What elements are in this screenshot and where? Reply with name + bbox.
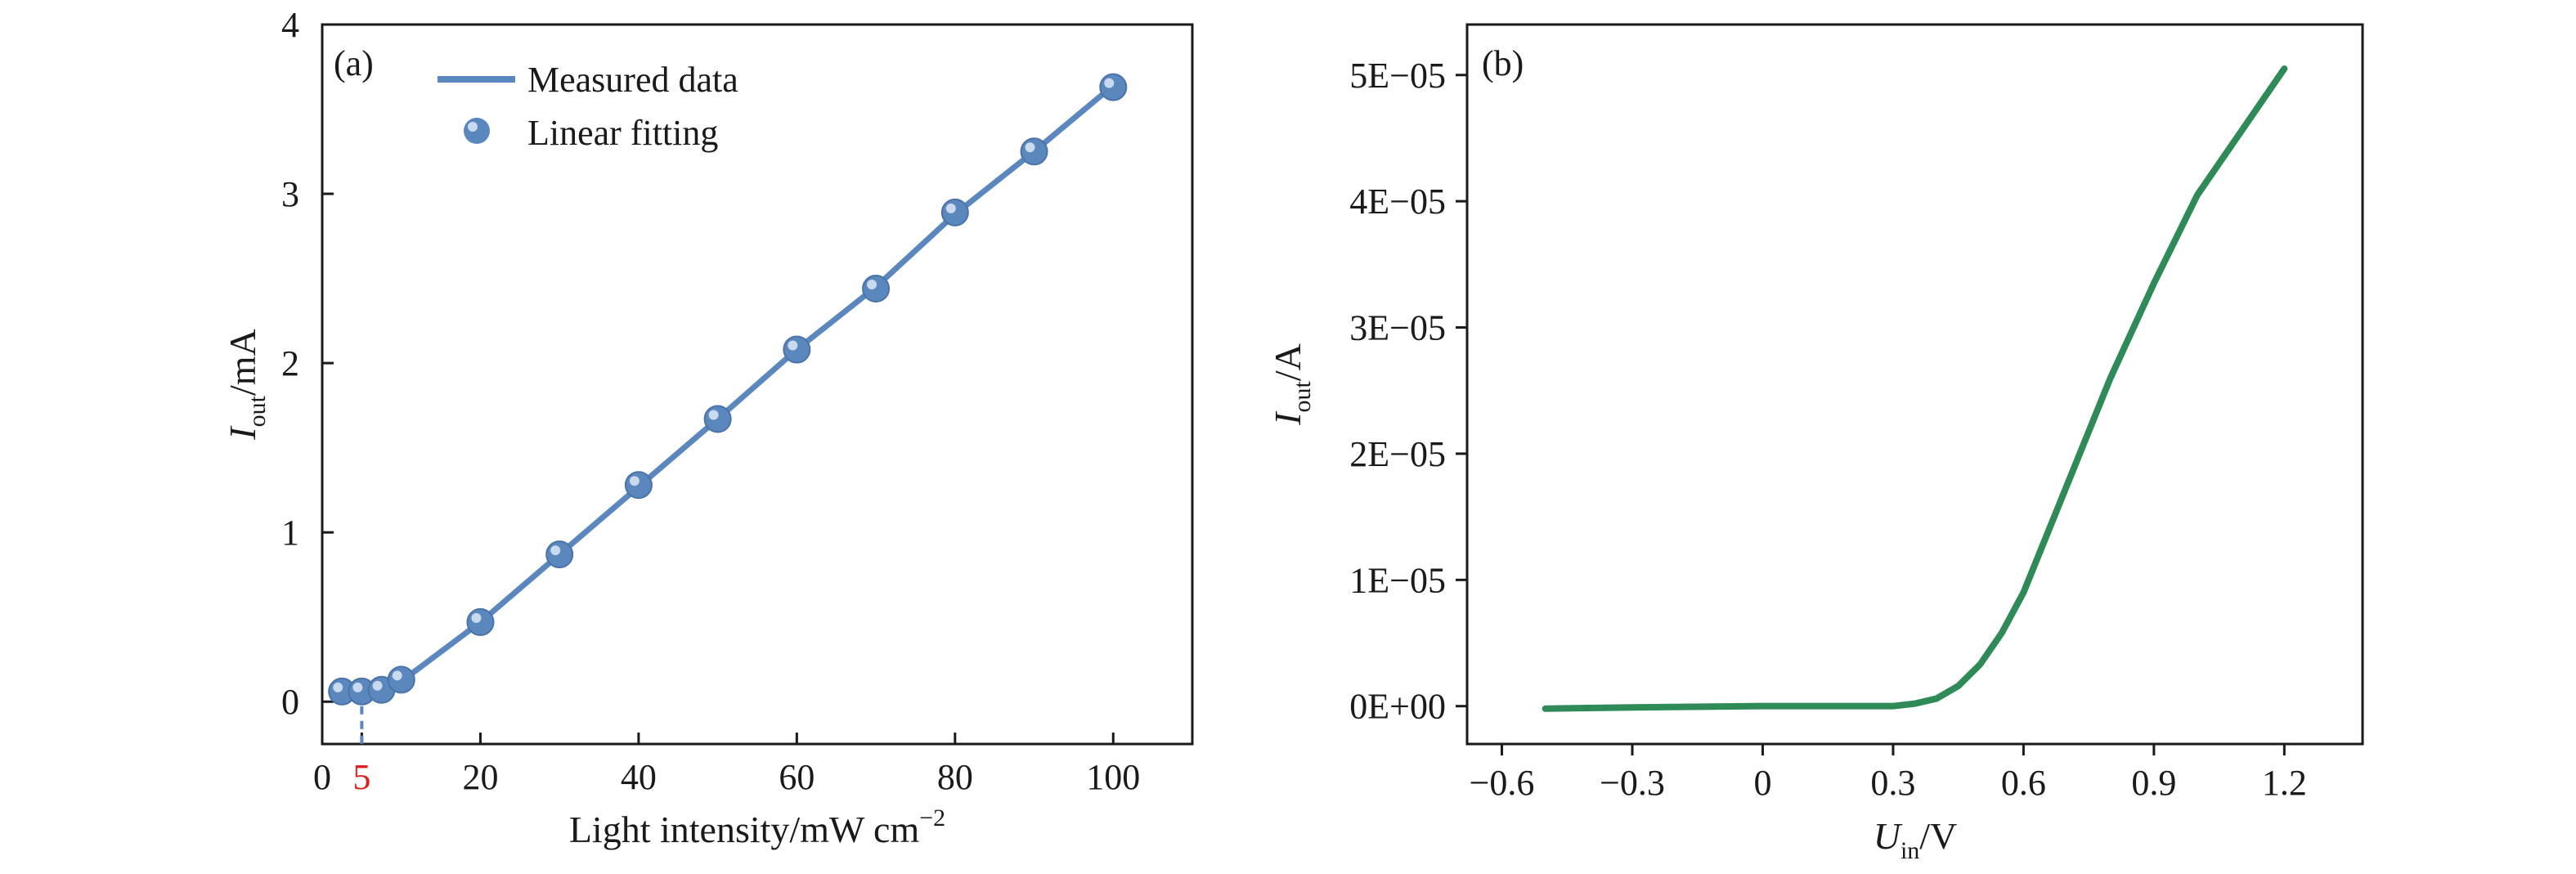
panel-a-xlabel: Light intensity/mW cm−2: [569, 805, 945, 850]
y-tick-label: 1E−05: [1349, 560, 1446, 600]
y-tick-label: 3: [281, 174, 299, 214]
x-tick-label: 0.3: [1870, 763, 1915, 803]
legend-linear-fitting: Linear fitting: [527, 113, 718, 153]
panel-a-label: (a): [334, 43, 374, 83]
linear-fitting-point: [940, 198, 969, 226]
panel-b-label: (b): [1482, 43, 1524, 83]
panel-a-legend: Measured data Linear fitting: [438, 60, 738, 153]
linear-fitting-point: [624, 471, 653, 500]
x-tick-label: 1.2: [2262, 763, 2307, 803]
linear-fitting-point: [1099, 73, 1128, 101]
x-tick-label: 20: [462, 757, 498, 797]
linear-fitting-point: [862, 275, 891, 303]
panel-b-xlabel: Uin/V: [1874, 815, 1958, 864]
y-tick-label: 2E−05: [1349, 434, 1446, 474]
y-tick-label: 4E−05: [1349, 182, 1446, 222]
legend-marker-highlight: [468, 122, 478, 132]
x-tick-label: 5: [352, 757, 370, 797]
y-tick-label: 0: [281, 682, 299, 722]
y-tick-label: 1: [281, 513, 299, 553]
panel-a-plot-frame: [321, 23, 1194, 746]
legend-marker-swatch: [464, 118, 490, 144]
x-tick-label: 40: [621, 757, 657, 797]
x-tick-label: 0: [313, 757, 331, 797]
panel-a-ylabel: Iout/mA: [222, 329, 271, 440]
iv-curve-line: [1542, 65, 2288, 712]
y-tick-label: 4: [281, 5, 299, 45]
linear-fitting-point: [466, 607, 495, 636]
linear-fitting-point: [783, 335, 811, 364]
panel-b: −0.6 −0.3 0 0.3 0.6 0.9 1.2 0E+00 1E−05 2E−05 3E−0…: [1267, 23, 2364, 864]
y-tick-label: 2: [281, 343, 299, 383]
x-tick-label: 0: [1753, 763, 1771, 803]
panel-b-ylabel: Iout/A: [1267, 343, 1316, 426]
linear-fitting-point: [387, 666, 415, 694]
x-tick-label: −0.3: [1600, 763, 1665, 803]
x-tick-label: −0.6: [1470, 763, 1535, 803]
linear-fitting-point: [545, 540, 574, 569]
linear-fitting-point: [703, 405, 732, 433]
legend-measured-data: Measured data: [527, 60, 738, 100]
y-tick-label: 5E−05: [1349, 56, 1446, 96]
measured-data-line: [342, 83, 1115, 695]
x-tick-label: 60: [779, 757, 815, 797]
x-tick-label: 0.6: [2001, 763, 2046, 803]
x-tick-label: 80: [937, 757, 973, 797]
linear-fitting-point: [1020, 137, 1048, 166]
y-tick-label: 3E−05: [1349, 308, 1446, 348]
x-tick-label: 0.9: [2131, 763, 2176, 803]
x-tick-label: 100: [1086, 757, 1140, 797]
panel-b-plot-frame: [1465, 23, 2364, 746]
y-tick-label: 0E+00: [1349, 687, 1446, 727]
